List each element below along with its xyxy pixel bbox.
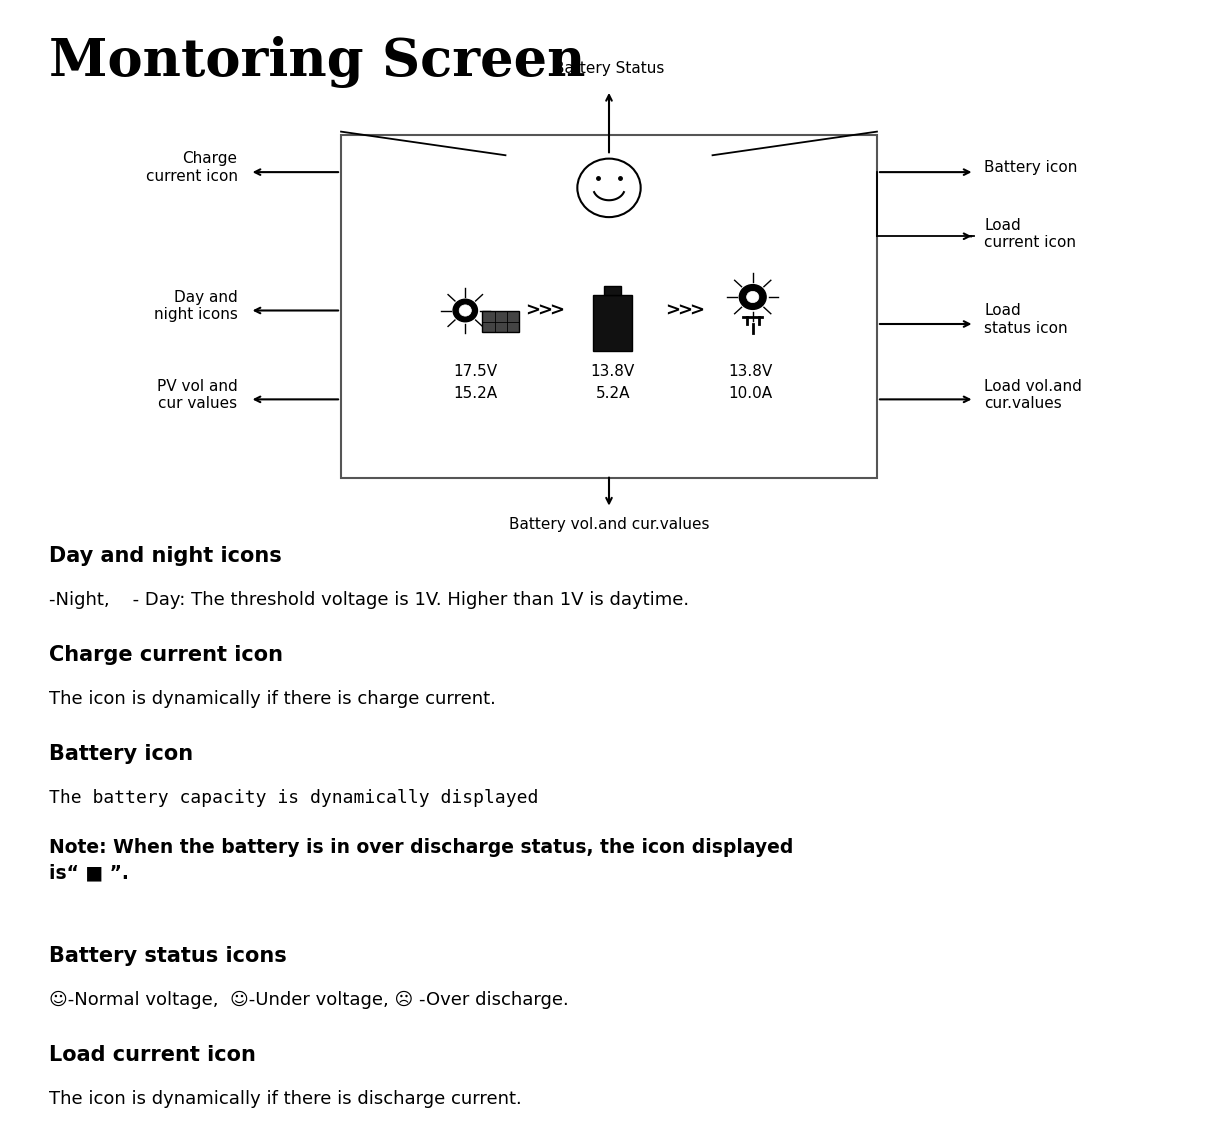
Bar bbox=[604, 286, 621, 295]
Text: PV vol and
cur values: PV vol and cur values bbox=[157, 379, 238, 411]
Text: Battery vol.and cur.values: Battery vol.and cur.values bbox=[509, 518, 709, 532]
Bar bbox=[341, 135, 877, 478]
Bar bbox=[482, 310, 519, 332]
Text: >: > bbox=[525, 302, 540, 319]
Text: >: > bbox=[549, 302, 564, 319]
Circle shape bbox=[739, 285, 766, 309]
Text: ☺-Normal voltage,  ☺-Under voltage, ☹ -Over discharge.: ☺-Normal voltage, ☺-Under voltage, ☹ -Ov… bbox=[49, 991, 569, 1009]
Circle shape bbox=[747, 291, 759, 303]
Text: Day and
night icons: Day and night icons bbox=[153, 290, 238, 322]
Text: Battery Status: Battery Status bbox=[554, 62, 664, 76]
Circle shape bbox=[453, 299, 477, 322]
Text: Charge current icon: Charge current icon bbox=[49, 645, 283, 665]
Text: The icon is dynamically if there is charge current.: The icon is dynamically if there is char… bbox=[49, 690, 496, 708]
Text: 5.2A: 5.2A bbox=[596, 386, 630, 402]
Text: 15.2A: 15.2A bbox=[453, 386, 497, 402]
Text: Battery icon: Battery icon bbox=[984, 160, 1078, 176]
Text: Charge
current icon: Charge current icon bbox=[145, 152, 238, 183]
Text: Load vol.and
cur.values: Load vol.and cur.values bbox=[984, 379, 1082, 411]
Bar bbox=[593, 295, 632, 351]
Text: Battery status icons: Battery status icons bbox=[49, 946, 286, 966]
Text: -Night,    - Day: The threshold voltage is 1V. Higher than 1V is daytime.: -Night, - Day: The threshold voltage is … bbox=[49, 591, 689, 609]
Text: >: > bbox=[677, 302, 692, 319]
Text: Montoring Screen: Montoring Screen bbox=[49, 36, 585, 88]
Text: >: > bbox=[537, 302, 552, 319]
Text: 13.8V: 13.8V bbox=[728, 363, 772, 379]
Text: 17.5V: 17.5V bbox=[453, 363, 497, 379]
Text: 13.8V: 13.8V bbox=[591, 363, 635, 379]
Text: Load current icon: Load current icon bbox=[49, 1045, 256, 1065]
Text: 10.0A: 10.0A bbox=[728, 386, 772, 402]
Text: Load
current icon: Load current icon bbox=[984, 218, 1077, 250]
Text: >: > bbox=[689, 302, 704, 319]
Text: The icon is dynamically if there is discharge current.: The icon is dynamically if there is disc… bbox=[49, 1090, 521, 1108]
Text: Battery icon: Battery icon bbox=[49, 744, 192, 764]
Text: >: > bbox=[665, 302, 680, 319]
Text: The battery capacity is dynamically displayed: The battery capacity is dynamically disp… bbox=[49, 789, 538, 807]
Text: Load
status icon: Load status icon bbox=[984, 304, 1068, 335]
Text: Day and night icons: Day and night icons bbox=[49, 546, 281, 566]
Circle shape bbox=[459, 305, 471, 316]
Text: Note: When the battery is in over discharge status, the icon displayed
is“ ■ ”.: Note: When the battery is in over discha… bbox=[49, 838, 793, 882]
